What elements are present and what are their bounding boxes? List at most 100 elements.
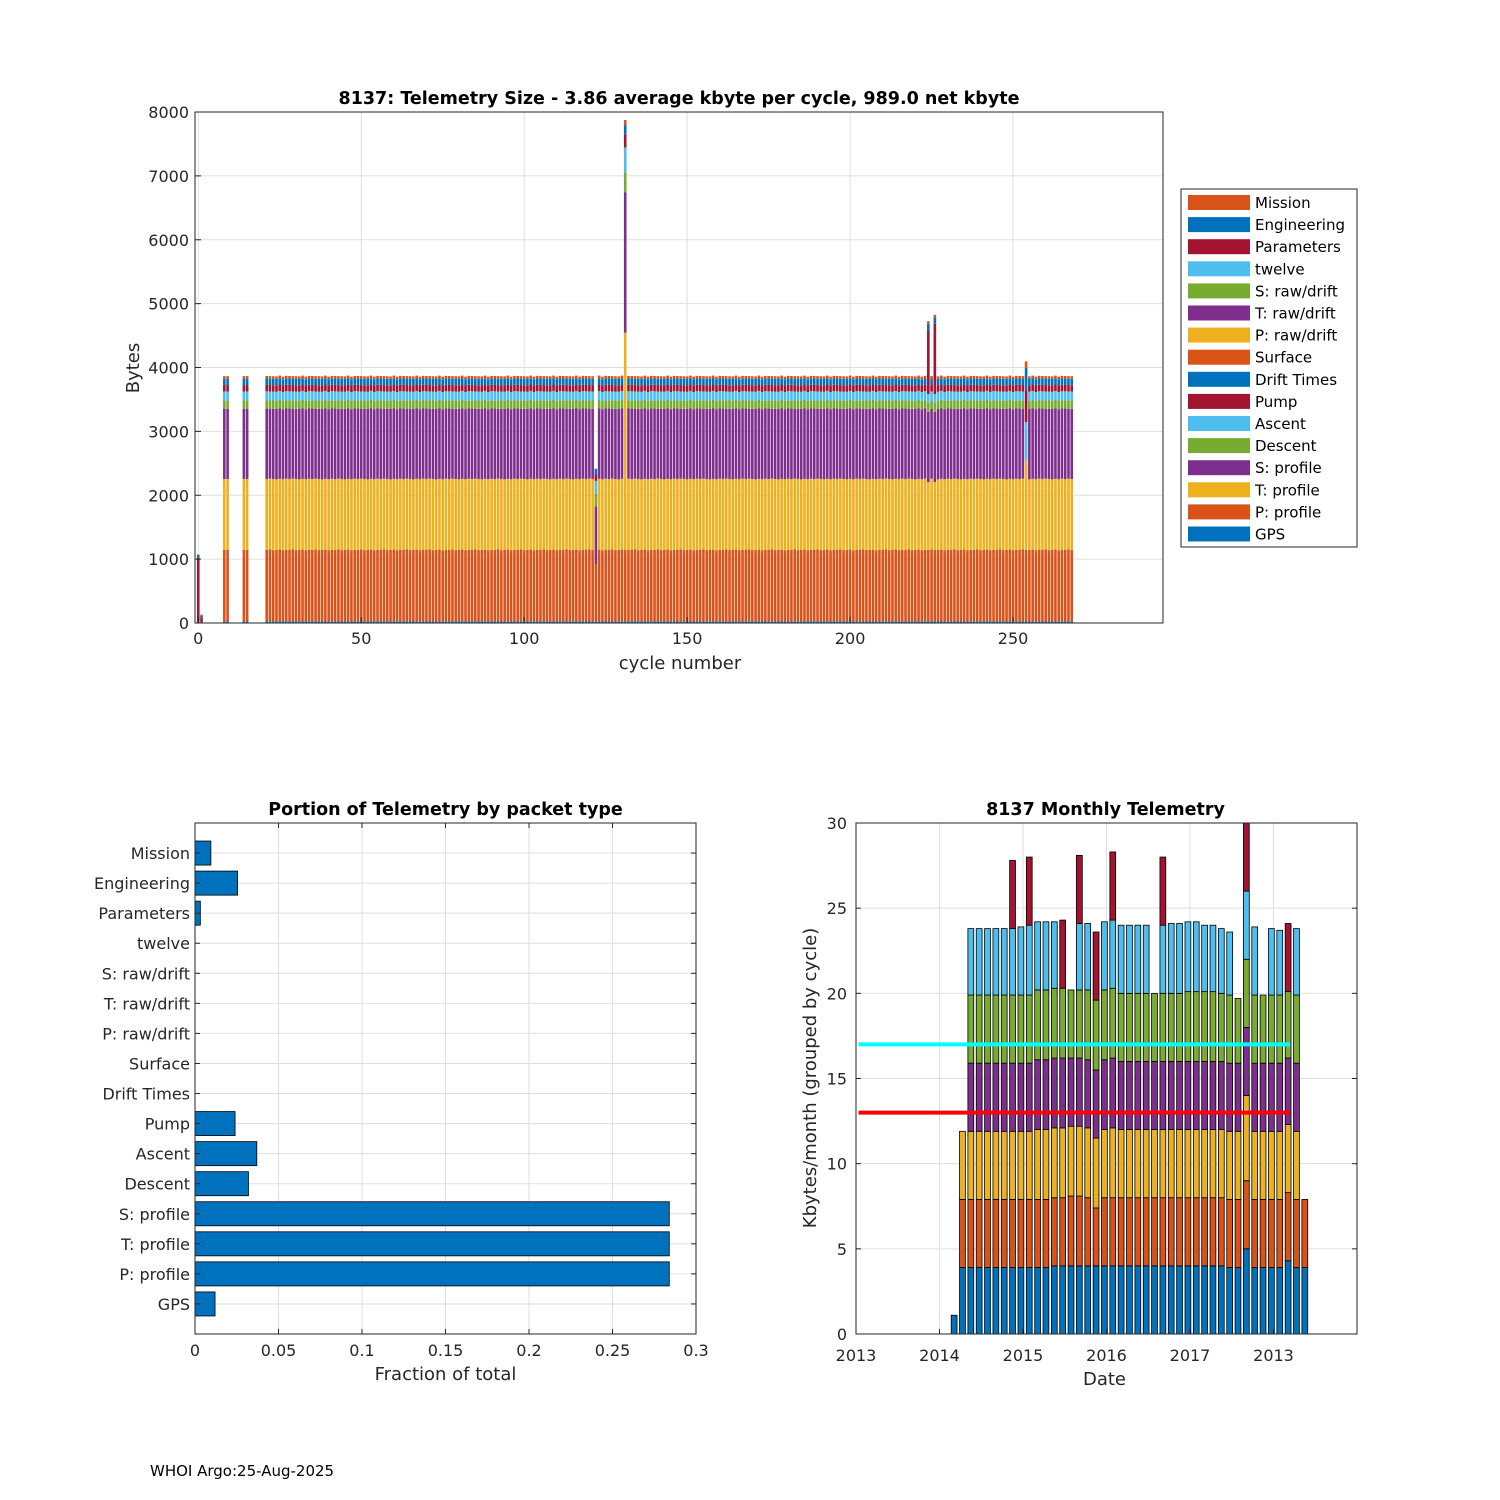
bar-segment: [627, 478, 630, 550]
bar-segment: [666, 399, 669, 409]
bar-segment: [979, 400, 982, 409]
bar-segment: [353, 400, 357, 409]
bar-segment: [711, 390, 715, 400]
monthly-bar-segment: [992, 994, 1000, 1064]
bar-segment: [718, 378, 722, 385]
bar-segment: [822, 378, 826, 386]
bar-segment: [953, 408, 956, 479]
bar-segment: [405, 391, 409, 401]
bar-segment: [1060, 408, 1064, 479]
bar-segment: [702, 376, 705, 379]
bar-segment: [653, 621, 656, 623]
bar-segment: [845, 479, 849, 550]
bar-segment: [679, 400, 682, 409]
bar-segment: [770, 385, 774, 392]
bar-segment: [633, 621, 637, 623]
bar-segment: [845, 378, 849, 386]
bar-segment: [477, 478, 480, 551]
bar-segment: [649, 384, 653, 392]
bar-segment: [529, 408, 533, 479]
monthly-bar-segment: [1209, 924, 1217, 993]
bar-segment: [689, 399, 692, 409]
y-tick-label: 0: [179, 614, 189, 633]
bar-segment: [1037, 384, 1041, 392]
bar-segment: [1001, 550, 1005, 622]
bar-segment: [597, 399, 601, 409]
bar-segment: [425, 479, 428, 550]
monthly-bar-segment: [1201, 1265, 1208, 1335]
bar-segment: [327, 550, 330, 622]
bar-segment: [376, 478, 379, 550]
bar-segment: [555, 385, 559, 392]
bar-segment: [698, 400, 702, 409]
bar-segment: [822, 400, 826, 409]
bar-segment: [1067, 549, 1070, 622]
bar-segment: [284, 408, 288, 479]
bar-segment: [470, 549, 474, 622]
bar-segment: [1028, 376, 1031, 379]
bar-segment: [930, 408, 933, 479]
bar-segment: [340, 408, 343, 479]
bar-segment: [979, 376, 982, 379]
bar-segment: [428, 385, 431, 392]
bar-segment: [744, 378, 748, 385]
bar-segment: [825, 408, 829, 479]
bar-segment: [832, 391, 836, 401]
bar-segment: [477, 385, 480, 392]
bar-segment: [483, 378, 487, 385]
bar-segment: [610, 549, 614, 622]
monthly-bar-segment: [1017, 1130, 1025, 1200]
bar-segment: [689, 621, 692, 623]
bar-segment: [698, 378, 702, 385]
bar-segment: [1047, 385, 1051, 392]
bar-segment: [607, 408, 611, 480]
bar-segment: [431, 400, 435, 409]
monthly-bar-segment: [1226, 1267, 1233, 1335]
bar-segment: [1057, 385, 1061, 392]
bar-segment: [988, 550, 992, 622]
monthly-bar-segment: [1134, 1061, 1142, 1131]
bar-segment: [496, 478, 500, 550]
bar-segment: [314, 478, 317, 550]
bar-segment: [460, 375, 464, 379]
bar-segment: [780, 408, 783, 479]
bar-segment: [842, 391, 845, 401]
bar-segment: [819, 378, 823, 386]
bar-segment: [324, 549, 327, 622]
bar-segment: [721, 479, 725, 550]
bar-segment: [754, 391, 757, 401]
bar-segment: [718, 478, 722, 550]
bar-segment: [715, 379, 718, 386]
bar-segment: [933, 549, 937, 622]
bar-segment: [692, 550, 695, 622]
bar-segment: [614, 408, 617, 479]
bar-segment: [1041, 400, 1044, 409]
bar-segment: [659, 376, 663, 379]
bar-segment: [663, 621, 666, 623]
bar-segment: [441, 409, 445, 480]
bar-segment: [333, 621, 337, 623]
bar-segment: [444, 478, 448, 550]
bar-segment: [545, 550, 549, 622]
bar-segment: [447, 384, 451, 392]
bar-segment: [927, 394, 930, 403]
bar-segment: [535, 621, 539, 623]
bar-segment: [943, 409, 946, 480]
bar-segment: [855, 378, 858, 385]
bar-segment: [1021, 478, 1025, 550]
bar-segment: [848, 549, 852, 622]
bar-segment: [496, 408, 500, 479]
bar-segment: [1037, 549, 1041, 622]
bar-segment: [320, 479, 324, 550]
bar-segment: [884, 385, 888, 392]
bar-segment: [402, 391, 405, 401]
bar-segment: [402, 408, 405, 480]
monthly-bar-segment: [1201, 1129, 1208, 1199]
bar-segment: [297, 621, 301, 623]
bar-segment: [610, 376, 614, 379]
bar-segment: [962, 478, 966, 550]
bar-segment: [578, 379, 581, 386]
bar-segment: [969, 391, 973, 401]
bar-segment: [548, 408, 552, 480]
bar-segment: [284, 378, 288, 385]
